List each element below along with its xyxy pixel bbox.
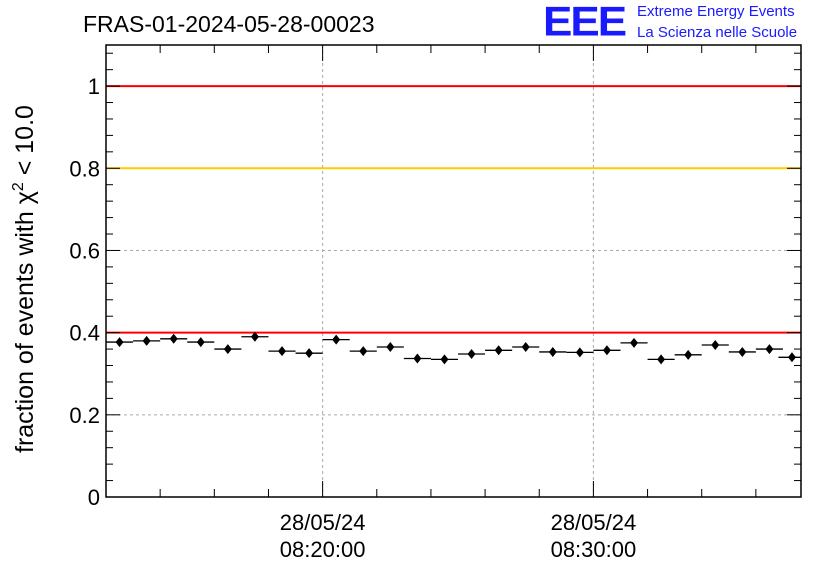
data-point <box>305 348 314 359</box>
y-tick-label: 0.6 <box>69 238 100 263</box>
data-point <box>115 337 124 348</box>
data-point <box>440 354 449 365</box>
data-point <box>413 353 422 364</box>
axes <box>105 44 802 498</box>
plot-area <box>106 45 801 497</box>
y-axis-label: fraction of events with χ2 < 10.0 <box>10 105 39 453</box>
data-points <box>106 331 801 365</box>
data-point <box>575 347 584 358</box>
tick-labels: 00.20.40.60.8128/05/2408:20:0028/05/2408… <box>69 74 636 562</box>
data-point <box>196 337 205 348</box>
data-point <box>332 334 341 345</box>
plot-frame <box>105 44 802 498</box>
data-point <box>548 346 557 357</box>
data-point <box>386 342 395 353</box>
y-axis-label-sup: 2 <box>10 182 27 191</box>
data-point <box>223 344 232 355</box>
data-point <box>657 354 666 365</box>
data-point <box>142 335 151 346</box>
data-point <box>711 339 720 350</box>
data-point <box>684 349 693 360</box>
data-point <box>278 346 287 357</box>
data-point <box>494 345 503 356</box>
y-axis-label-suffix: < 10.0 <box>11 105 39 182</box>
chart-title: FRAS-01-2024-05-28-00023 <box>83 11 375 37</box>
y-tick-label: 1 <box>88 74 100 99</box>
threshold-lines <box>106 85 801 334</box>
y-tick-label: 0.4 <box>69 321 100 346</box>
logo-line-1: Extreme Energy Events <box>637 3 795 20</box>
x-tick-label-time: 08:30:00 <box>551 537 637 562</box>
eee-logo: EEE <box>543 0 627 45</box>
data-point <box>765 344 774 355</box>
data-point <box>467 349 476 360</box>
x-tick-label-date: 28/05/24 <box>280 510 366 535</box>
x-tick-label-time: 08:20:00 <box>280 537 366 562</box>
x-tick-label-date: 28/05/24 <box>551 510 637 535</box>
y-tick-label: 0.2 <box>69 403 100 428</box>
data-point <box>630 337 639 348</box>
data-point <box>169 333 178 344</box>
y-tick-label: 0.8 <box>69 156 100 181</box>
data-point <box>787 352 796 363</box>
y-tick-label: 0 <box>88 485 100 510</box>
logo-line-2: La Scienza nelle Scuole <box>637 24 798 41</box>
data-point <box>250 331 259 342</box>
y-axis-label-prefix: fraction of events with χ <box>11 191 39 453</box>
data-point <box>359 346 368 357</box>
data-point <box>602 345 611 356</box>
data-point <box>521 342 530 353</box>
data-point <box>738 346 747 357</box>
